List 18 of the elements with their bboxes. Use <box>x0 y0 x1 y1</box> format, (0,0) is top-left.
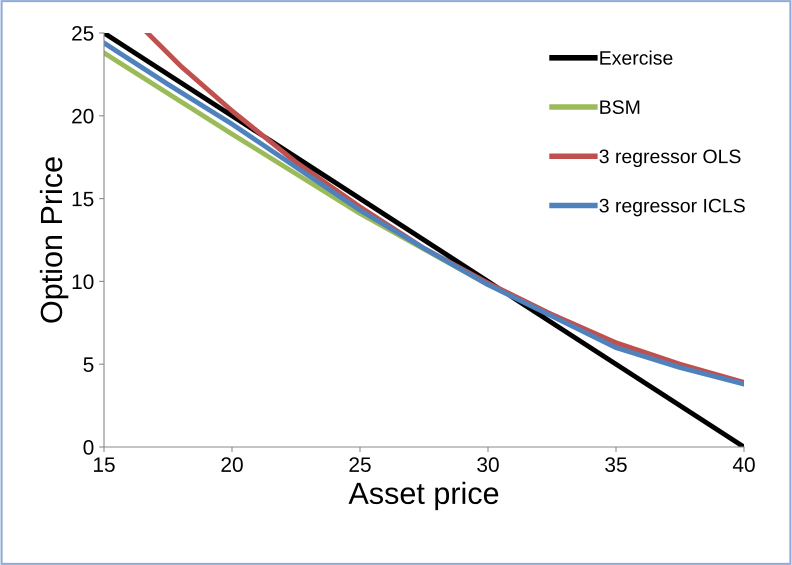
legend-label: 3 regressor OLS <box>599 149 740 168</box>
legend-label: 3 regressor ICLS <box>599 198 745 216</box>
y-tick-label: 0 <box>84 440 94 455</box>
y-tick-label: 10 <box>72 274 94 290</box>
x-tick-label: 30 <box>477 457 499 472</box>
x-tick-label: 35 <box>605 457 627 472</box>
x-tick-label: 40 <box>732 457 755 472</box>
y-tick-label: 20 <box>72 108 94 124</box>
x-tick-label: 20 <box>221 457 243 472</box>
y-axis-title: Option Price <box>40 157 68 323</box>
x-axis-title: Asset price <box>348 482 498 510</box>
y-tick-label: 5 <box>84 357 94 372</box>
legend-label: Exercise <box>600 50 672 65</box>
y-tick-label: 25 <box>72 26 94 41</box>
y-tick-label: 15 <box>72 192 94 206</box>
x-tick-label: 15 <box>94 457 115 472</box>
x-tick-label: 25 <box>349 457 371 472</box>
legend-label: BSM <box>600 100 640 114</box>
